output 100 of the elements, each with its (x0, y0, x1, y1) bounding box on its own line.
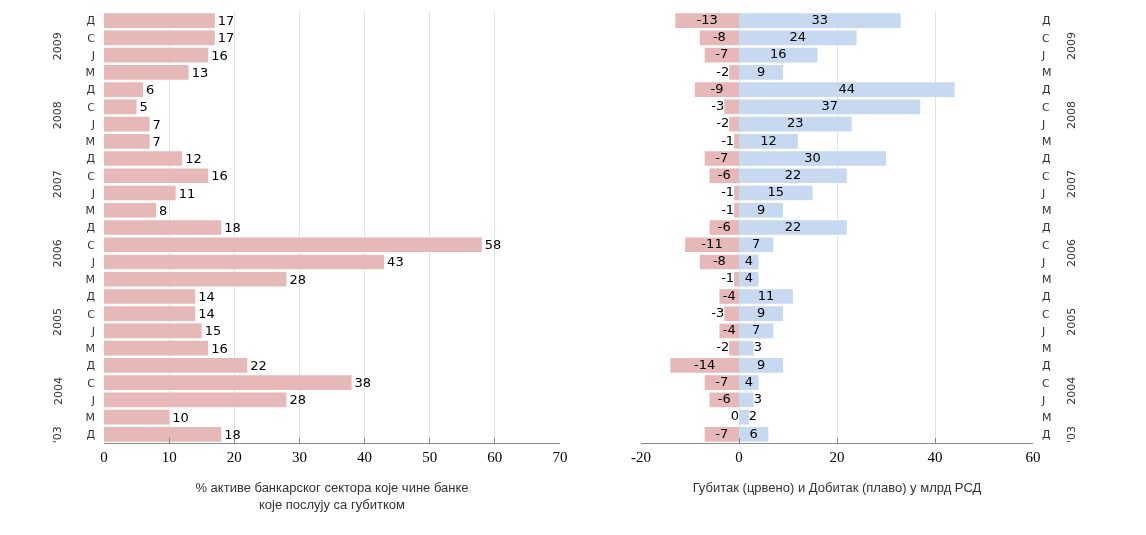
x-axis-title: Губитак (црвено) и Добитак (плаво) у млрд РСД (692, 479, 982, 495)
y-tick-label: М (1042, 342, 1052, 356)
bar (104, 133, 150, 149)
data-label: 8 (159, 202, 168, 218)
data-label: -11 (701, 235, 723, 251)
bar (729, 340, 739, 356)
bar (104, 392, 287, 408)
bar (104, 99, 137, 115)
text: 2004 (51, 377, 65, 406)
data-label: -1 (721, 184, 735, 200)
bar (739, 82, 955, 97)
data-label: 58 (484, 237, 502, 253)
data-label: -3 (711, 304, 725, 320)
data-label: -6 (717, 218, 731, 234)
x-tick-label: 50 (422, 449, 438, 465)
y-tick-label: Ј (90, 255, 95, 269)
data-label: 14 (198, 288, 215, 304)
data-label: 9 (756, 63, 766, 79)
bar (739, 151, 886, 166)
bar (104, 185, 176, 201)
data-label: -2 (716, 115, 730, 131)
y-tick-label: Д (1042, 14, 1051, 28)
bar (739, 13, 901, 28)
data-label: -7 (715, 425, 729, 441)
text: 2007 (1065, 169, 1079, 198)
data-label: 3 (753, 339, 762, 355)
data-label: 7 (752, 322, 761, 338)
data-label: -1 (721, 132, 735, 148)
data-label: 16 (211, 340, 228, 356)
x-tick-label: 10 (161, 449, 177, 465)
y-tick-label: Д (86, 83, 96, 97)
bar (739, 271, 759, 287)
data-label: 0 (730, 408, 739, 424)
bar (694, 82, 739, 97)
bar (739, 289, 793, 304)
bar (104, 13, 215, 28)
x-tick-label: 20 (226, 449, 242, 465)
bar (104, 306, 196, 322)
y-tick-label: С (87, 169, 96, 183)
bar (734, 133, 739, 149)
bar (734, 271, 739, 287)
x-tick-label: 70 (552, 449, 568, 465)
bar (704, 151, 739, 166)
x-tick-label: -20 (631, 449, 651, 465)
y-tick-label: Д (1042, 152, 1051, 166)
bar (104, 271, 287, 287)
data-label: 11 (757, 287, 775, 303)
y-tick-label: М (85, 66, 95, 80)
y-tick-label: М (1042, 273, 1052, 287)
data-label: -4 (722, 287, 736, 303)
data-label: 6 (749, 425, 758, 441)
bar (104, 375, 352, 390)
bar (739, 30, 857, 46)
data-label: 2 (748, 408, 758, 424)
y-tick-label: С (1042, 376, 1050, 390)
data-label: -7 (715, 149, 729, 165)
data-label: 22 (784, 167, 802, 183)
y-tick-label: С (1042, 238, 1050, 252)
data-label: -9 (710, 80, 724, 96)
y-tick-label: Д (1042, 359, 1051, 373)
bar (739, 392, 754, 408)
bar (739, 116, 852, 132)
data-label: 16 (211, 168, 228, 184)
bar (739, 375, 759, 390)
y-tick-label: Ј (1041, 186, 1046, 200)
data-label: 18 (224, 220, 241, 235)
data-label: 38 (354, 375, 372, 391)
data-label: 37 (821, 98, 838, 114)
data-label: 7 (752, 235, 761, 251)
data-label: 17 (217, 13, 235, 29)
text: 2005 (1065, 307, 1079, 336)
y-tick-label: Д (1042, 221, 1051, 235)
bar (729, 65, 739, 80)
bar (739, 133, 798, 149)
bar (739, 65, 784, 80)
y-tick-label: Д (86, 290, 96, 304)
data-label: -6 (717, 391, 731, 407)
data-label: 11 (178, 185, 196, 201)
data-label: 13 (191, 64, 209, 80)
data-label: 5 (139, 99, 148, 115)
bar (104, 340, 209, 356)
data-label: 18 (224, 426, 241, 442)
y-tick-label: Ј (1041, 255, 1046, 269)
bar (704, 427, 739, 442)
data-label: 17 (217, 30, 235, 46)
bar (704, 375, 739, 390)
y-tick-label: Ј (1041, 48, 1046, 62)
y-tick-label: С (1042, 100, 1050, 114)
text: 2004 (1065, 376, 1079, 405)
data-label: -2 (716, 63, 730, 79)
bar (739, 306, 784, 322)
y-tick-label: С (87, 307, 96, 321)
data-label: -8 (712, 253, 726, 269)
y-tick-label: С (87, 100, 96, 114)
y-tick-label: Д (86, 14, 96, 28)
bar (104, 116, 150, 132)
data-label: 23 (787, 115, 804, 131)
y-tick-label: Д (1042, 428, 1051, 442)
y-tick-label: Ј (1041, 117, 1046, 131)
y-tick-label: М (1042, 410, 1052, 424)
